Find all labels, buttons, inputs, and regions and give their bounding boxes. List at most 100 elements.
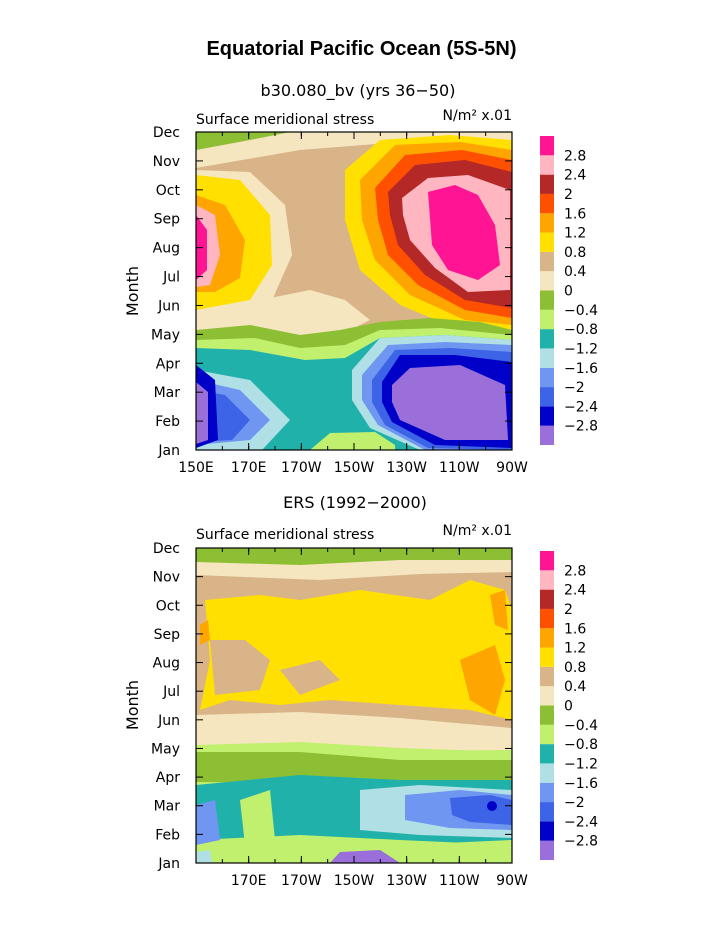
panel-2-title: ERS (1992−2000): [283, 493, 427, 512]
x-tick-label: 170E: [231, 460, 267, 476]
panel-1: b30.080_bv (yrs 36−50) Surface meridiona…: [123, 81, 528, 476]
panel-2-ylabel: Month: [123, 680, 142, 730]
colorbar-swatch: [540, 821, 554, 841]
colorbar-swatch: [540, 309, 554, 330]
panel-2-units: N/m² x.01: [443, 523, 512, 539]
y-tick-label: Mar: [154, 385, 181, 401]
colorbar-label: −2.8: [564, 419, 598, 435]
colorbar-swatch: [540, 251, 554, 272]
colorbar-swatch: [540, 686, 554, 706]
colorbar-label: −1.2: [564, 756, 598, 772]
y-tick-label: Feb: [155, 414, 180, 430]
colorbar-swatch: [540, 705, 554, 725]
colorbar-swatch: [540, 232, 554, 252]
colorbar-label: 1.2: [564, 641, 586, 657]
panel-1-contours: [196, 132, 512, 450]
colorbar-label: −2.8: [564, 834, 598, 850]
panel-1-ylabel: Month: [123, 266, 142, 316]
x-tick-label: 170E: [231, 873, 267, 889]
colorbar-label: 2: [564, 187, 573, 203]
colorbar-label: −1.6: [564, 361, 598, 377]
y-tick-label: Sep: [154, 212, 181, 228]
y-tick-label: Mar: [154, 799, 181, 815]
colorbar-swatch: [540, 551, 554, 571]
colorbar-label: −0.8: [564, 737, 598, 753]
x-tick-label: 110W: [439, 460, 480, 476]
colorbar-label: −2.4: [564, 399, 598, 415]
colorbar-swatch: [540, 387, 554, 407]
y-tick-label: Jun: [157, 298, 180, 314]
panel-1-axes: 150E 170E 170W 150W 130W 110W 90W Jan Feb Mar Apr M…: [151, 125, 528, 476]
colorbar-swatch: [540, 608, 554, 629]
y-tick-label: Sep: [154, 627, 181, 643]
colorbar-label: −0.4: [564, 718, 598, 734]
panel-1-title: b30.080_bv (yrs 36−50): [261, 81, 456, 101]
colorbar-2: −2.8 −2.4 −2 −1.6 −1.2 −0.8 −0.4 0 0.4 0.8 1.2 1.6 2…: [540, 551, 598, 860]
colorbar-label: −0.8: [564, 322, 598, 338]
colorbar-label: 2.4: [564, 168, 586, 184]
colorbar-swatch: [540, 589, 554, 609]
colorbar-swatch: [540, 570, 554, 590]
y-tick-label: Jan: [157, 856, 180, 872]
colorbar-label: 1.6: [564, 621, 586, 637]
colorbar-swatch: [540, 348, 554, 368]
colorbar-label: 0.4: [564, 679, 586, 695]
y-tick-label: Apr: [156, 770, 180, 786]
colorbar-swatch: [540, 193, 554, 214]
y-tick-label: Feb: [155, 827, 180, 843]
colorbar-swatch: [540, 724, 554, 745]
colorbar-label: 2: [564, 602, 573, 618]
colorbar-swatch: [540, 329, 554, 349]
y-tick-label: Aug: [153, 241, 180, 257]
y-tick-label: Apr: [156, 356, 180, 372]
y-tick-label: Jul: [162, 684, 180, 700]
y-tick-label: Jun: [157, 713, 180, 729]
colorbar-label: 2.4: [564, 583, 586, 599]
colorbar-swatch: [540, 406, 554, 426]
colorbar-swatch: [540, 666, 554, 687]
x-tick-label: 90W: [496, 873, 528, 889]
y-tick-label: Oct: [156, 598, 181, 614]
colorbar-swatch: [540, 802, 554, 822]
colorbar-label: −0.4: [564, 303, 598, 319]
x-tick-label: 110W: [439, 873, 480, 889]
x-tick-label: 150W: [334, 460, 375, 476]
colorbar-swatch: [540, 744, 554, 764]
x-tick-label: 170W: [281, 460, 322, 476]
colorbar-label: 2.8: [564, 148, 586, 164]
panel-1-left-label: Surface meridional stress: [196, 112, 374, 128]
colorbar-label: 0: [564, 699, 573, 715]
y-tick-label: Nov: [153, 570, 180, 586]
colorbar-swatch: [540, 155, 554, 175]
panel-2-axes: 170E 170W 150W 130W 110W 90W Jan Feb Mar Apr May Ju…: [151, 541, 528, 889]
x-tick-label: 130W: [386, 460, 427, 476]
colorbar-label: −1.6: [564, 776, 598, 792]
colorbar-label: 0: [564, 284, 573, 300]
panel-2-left-label: Surface meridional stress: [196, 527, 374, 543]
colorbar-swatch: [540, 174, 554, 194]
panel-2: ERS (1992−2000) Surface meridional stres…: [123, 493, 528, 889]
panel-2-contours: [196, 548, 512, 863]
colorbar-swatch: [540, 840, 554, 860]
colorbar-label: 0.8: [564, 660, 586, 676]
colorbar-label: −2: [564, 795, 585, 811]
page-title: Equatorial Pacific Ocean (5S-5N): [206, 38, 517, 60]
y-tick-label: Jan: [157, 443, 180, 459]
y-tick-label: Oct: [156, 183, 181, 199]
colorbar-label: −2: [564, 380, 585, 396]
colorbar-swatch: [540, 136, 554, 156]
x-tick-label: 130W: [386, 873, 427, 889]
colorbar-swatch: [540, 367, 554, 388]
y-tick-label: May: [151, 327, 180, 343]
colorbar-swatch: [540, 271, 554, 291]
panel-1-units: N/m² x.01: [443, 108, 512, 124]
y-tick-label: Dec: [153, 541, 180, 557]
colorbar-label: −1.2: [564, 341, 598, 357]
colorbar-label: 2.8: [564, 563, 586, 579]
colorbar-swatch: [540, 782, 554, 803]
y-tick-label: Jul: [162, 270, 180, 286]
colorbar-swatch: [540, 213, 554, 233]
y-tick-label: May: [151, 741, 180, 757]
colorbar-1: −2.8 −2.4 −2 −1.6 −1.2 −0.8 −0.4 0 0.4 0.8 1.2 1.6 2…: [540, 136, 598, 445]
